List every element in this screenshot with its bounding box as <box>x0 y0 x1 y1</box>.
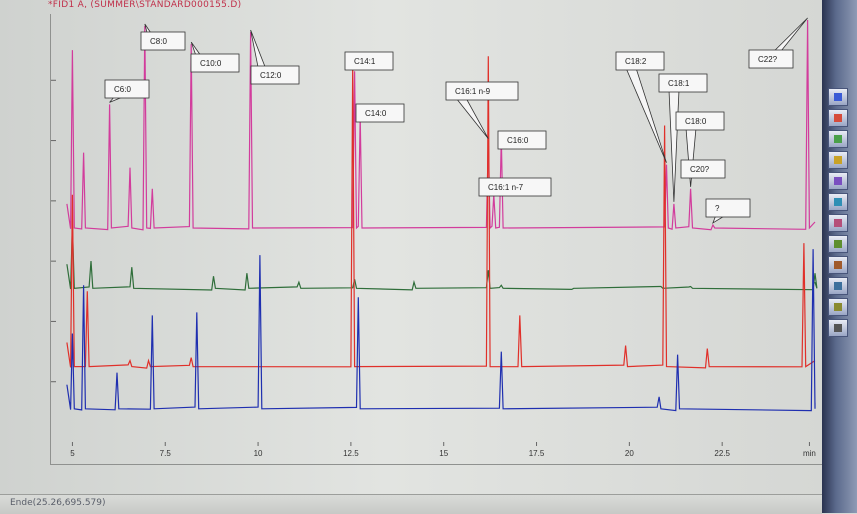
peak-callout-12: C20? <box>680 159 726 179</box>
series-line-1 <box>66 224 818 291</box>
callout-label-1: C8:0 <box>150 37 167 46</box>
peak-callout-2: C10:0 <box>190 41 240 73</box>
toolbar-button-overlay[interactable] <box>828 277 848 295</box>
callout-box-11 <box>675 111 725 131</box>
callout-box-5 <box>355 103 405 123</box>
callout-label-3: C12:0 <box>260 71 282 80</box>
peak-callout-5: C14:0 <box>355 103 405 123</box>
callout-label-2: C10:0 <box>200 59 222 68</box>
peak-callout-1: C8:0 <box>140 23 186 51</box>
callout-box-12 <box>680 159 726 179</box>
x-tick-label-0: 5 <box>70 449 75 458</box>
series-line-0 <box>66 19 816 231</box>
callout-box-6 <box>445 81 519 101</box>
toolbar-button-magnify[interactable] <box>828 109 848 127</box>
callout-box-7 <box>478 177 552 197</box>
peak-callout-6: C16:1 n-9 <box>445 81 519 139</box>
callout-label-5: C14:0 <box>365 109 387 118</box>
callout-label-0: C6:0 <box>114 85 131 94</box>
copy-icon <box>834 303 842 311</box>
toolbar-button-grid[interactable] <box>828 130 848 148</box>
toolbar-button-report[interactable] <box>828 214 848 232</box>
toolbar-button-chart[interactable] <box>828 235 848 253</box>
peak-callout-7: C16:1 n-7 <box>478 177 552 197</box>
callout-pointer-10 <box>668 89 680 202</box>
pointer-icon <box>834 93 842 101</box>
zoom-in-icon <box>834 177 842 185</box>
peak-callout-13: ? <box>705 198 751 224</box>
plot-area[interactable]: 10020030040050060057.51012.51517.52022.5… <box>50 14 823 465</box>
callout-label-7: C16:1 n-7 <box>488 183 524 192</box>
x-tick-label-4: 15 <box>439 449 448 458</box>
title-bar: *FID1 A, (SUMMER\STANDARD000155.D) <box>0 0 822 14</box>
x-tick-label-8: min <box>803 449 816 458</box>
callout-box-8 <box>497 130 547 150</box>
peak-callout-0: C6:0 <box>104 79 150 103</box>
peak-callout-4: C14:1 <box>344 51 394 71</box>
window-title: *FID1 A, (SUMMER\STANDARD000155.D) <box>48 0 242 10</box>
callout-box-10 <box>658 73 708 93</box>
toolbar-button-stack[interactable] <box>828 319 848 337</box>
callout-label-6: C16:1 n-9 <box>455 87 491 96</box>
peak-callout-3: C12:0 <box>250 29 300 85</box>
peak-callout-11: C18:0 <box>675 111 725 187</box>
status-text: Ende(25.26,695.579) <box>10 498 106 508</box>
peak-callout-8: C16:0 <box>497 130 547 150</box>
peak-icon <box>834 156 842 164</box>
magnify-icon <box>834 114 842 122</box>
grid-icon <box>834 135 842 143</box>
callout-label-13: ? <box>715 204 720 213</box>
toolbar-button-zoom-in[interactable] <box>828 172 848 190</box>
chromatogram-chart: 10020030040050060057.51012.51517.52022.5… <box>51 17 818 458</box>
x-tick-label-3: 12.5 <box>343 449 359 458</box>
toolbar-button-pointer[interactable] <box>828 88 848 106</box>
toolbar-button-peak[interactable] <box>828 151 848 169</box>
callout-label-8: C16:0 <box>507 136 529 145</box>
integrate-icon <box>834 198 842 206</box>
right-toolbar <box>822 0 857 513</box>
toolbar-button-integrate[interactable] <box>828 193 848 211</box>
chart-icon <box>834 240 842 248</box>
callout-pointer-6 <box>455 97 489 139</box>
x-tick-label-7: 22.5 <box>714 449 730 458</box>
stack-icon <box>834 324 842 332</box>
toolbar-button-copy[interactable] <box>828 298 848 316</box>
callout-box-14 <box>748 49 794 69</box>
callout-label-10: C18:1 <box>668 79 690 88</box>
toolbar-button-layers[interactable] <box>828 256 848 274</box>
callout-label-4: C14:1 <box>354 57 376 66</box>
callout-box-1 <box>140 31 186 51</box>
callout-label-12: C20? <box>690 165 710 174</box>
series-line-3 <box>66 249 816 412</box>
x-tick-label-2: 10 <box>254 449 263 458</box>
series-line-2 <box>66 56 816 369</box>
callout-label-14: C22? <box>758 55 778 64</box>
overlay-icon <box>834 282 842 290</box>
x-tick-label-1: 7.5 <box>160 449 172 458</box>
callout-box-4 <box>344 51 394 71</box>
status-bar: Ende(25.26,695.579) <box>0 494 822 514</box>
callout-box-13 <box>705 198 751 218</box>
callout-box-0 <box>104 79 150 99</box>
peak-callout-14: C22? <box>748 17 808 69</box>
layers-icon <box>834 261 842 269</box>
x-tick-label-6: 20 <box>625 449 634 458</box>
callout-box-3 <box>250 65 300 85</box>
callout-label-9: C18:2 <box>625 57 647 66</box>
callout-label-11: C18:0 <box>685 117 707 126</box>
callout-box-9 <box>615 51 665 71</box>
peak-callout-9: C18:2 <box>615 51 667 163</box>
callout-box-2 <box>190 53 240 73</box>
x-tick-label-5: 17.5 <box>529 449 545 458</box>
report-icon <box>834 219 842 227</box>
